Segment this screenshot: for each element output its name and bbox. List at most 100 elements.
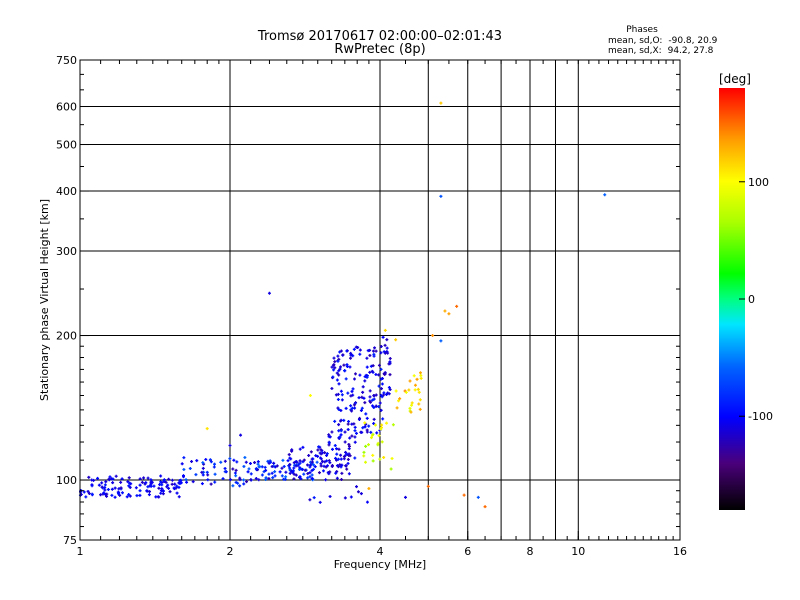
data-point bbox=[223, 459, 227, 463]
data-point bbox=[410, 401, 414, 405]
data-point bbox=[352, 347, 356, 351]
data-point bbox=[146, 485, 150, 489]
data-point bbox=[82, 490, 86, 494]
data-point bbox=[372, 406, 376, 410]
data-point bbox=[209, 482, 213, 486]
data-point bbox=[372, 397, 376, 401]
data-point bbox=[270, 471, 274, 475]
data-point bbox=[253, 461, 257, 465]
data-point bbox=[271, 476, 275, 480]
data-point bbox=[223, 470, 227, 474]
data-point bbox=[330, 430, 334, 434]
data-point bbox=[200, 470, 204, 474]
data-point bbox=[206, 473, 210, 477]
data-point bbox=[191, 480, 195, 484]
data-point bbox=[149, 478, 153, 482]
data-point bbox=[373, 346, 377, 350]
data-point bbox=[234, 474, 238, 478]
data-point bbox=[317, 445, 321, 449]
data-point bbox=[370, 398, 374, 402]
data-point bbox=[291, 470, 295, 474]
data-point bbox=[148, 490, 152, 494]
data-point bbox=[365, 375, 369, 379]
data-point bbox=[310, 477, 314, 481]
data-point bbox=[341, 353, 345, 357]
data-point bbox=[354, 431, 358, 435]
data-point bbox=[103, 483, 107, 487]
data-point bbox=[333, 366, 337, 370]
data-point bbox=[340, 398, 344, 402]
data-point bbox=[352, 422, 356, 426]
data-point bbox=[462, 493, 466, 497]
data-point bbox=[102, 491, 106, 495]
data-point bbox=[280, 466, 284, 470]
data-point bbox=[288, 463, 292, 467]
data-point bbox=[344, 377, 348, 381]
data-point bbox=[363, 379, 367, 383]
data-point bbox=[369, 400, 373, 404]
data-point bbox=[483, 505, 487, 509]
data-point bbox=[335, 378, 339, 382]
data-point bbox=[298, 459, 302, 463]
data-point bbox=[308, 471, 312, 475]
data-point bbox=[368, 389, 372, 393]
data-point bbox=[99, 493, 103, 497]
stats-block: Phases mean, sd,O: -90.8, 20.9 mean, sd,… bbox=[608, 25, 718, 56]
data-point bbox=[113, 486, 117, 490]
data-point bbox=[337, 447, 341, 451]
x-tick-label: 6 bbox=[464, 545, 471, 558]
x-tick-label: 4 bbox=[377, 545, 384, 558]
data-point bbox=[264, 476, 268, 480]
data-point bbox=[248, 461, 252, 465]
data-point bbox=[346, 391, 350, 395]
y-tick-label: 75 bbox=[63, 534, 77, 547]
data-point bbox=[351, 387, 355, 391]
data-point bbox=[383, 372, 387, 376]
data-point bbox=[327, 433, 331, 437]
data-point bbox=[302, 472, 306, 476]
data-point bbox=[333, 360, 337, 364]
data-point bbox=[135, 494, 139, 498]
y-tick-label: 400 bbox=[56, 185, 77, 198]
data-point bbox=[343, 440, 347, 444]
data-point bbox=[129, 482, 133, 486]
data-point bbox=[339, 365, 343, 369]
data-point bbox=[339, 457, 343, 461]
data-point bbox=[342, 418, 346, 422]
data-point bbox=[234, 480, 238, 484]
data-point bbox=[126, 480, 130, 484]
data-point bbox=[201, 473, 205, 477]
colorbar-tick-label: -100 bbox=[748, 410, 773, 423]
data-point bbox=[394, 389, 398, 393]
data-point bbox=[128, 494, 132, 498]
data-point bbox=[346, 462, 350, 466]
data-point bbox=[234, 468, 238, 472]
data-point bbox=[371, 364, 375, 368]
data-point bbox=[408, 406, 412, 410]
data-point bbox=[367, 424, 371, 428]
x-axis-ticks: 1 2 4 6 8 10 16 bbox=[77, 60, 687, 558]
data-point bbox=[374, 404, 378, 408]
data-point bbox=[267, 472, 271, 476]
data-point bbox=[418, 407, 422, 411]
data-point bbox=[284, 475, 288, 479]
data-point bbox=[374, 349, 378, 353]
data-point bbox=[338, 435, 342, 439]
data-point bbox=[439, 101, 443, 105]
data-point bbox=[335, 464, 339, 468]
data-point bbox=[348, 436, 352, 440]
data-point bbox=[298, 475, 302, 479]
data-point bbox=[375, 431, 379, 435]
data-point bbox=[377, 434, 381, 438]
data-point bbox=[238, 478, 242, 482]
data-point bbox=[361, 426, 365, 430]
y-tick-label: 200 bbox=[56, 330, 77, 343]
data-point bbox=[347, 472, 351, 476]
data-point bbox=[371, 432, 375, 436]
data-point bbox=[292, 466, 296, 470]
data-point bbox=[238, 484, 242, 488]
data-point bbox=[332, 356, 336, 360]
data-points bbox=[78, 101, 607, 509]
data-point bbox=[363, 401, 367, 405]
data-point bbox=[317, 471, 321, 475]
